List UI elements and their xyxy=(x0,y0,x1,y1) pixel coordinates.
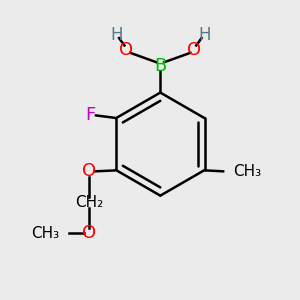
Text: CH₃: CH₃ xyxy=(32,226,60,241)
Text: B: B xyxy=(154,57,167,75)
Text: O: O xyxy=(187,41,201,59)
Text: H: H xyxy=(110,26,122,44)
Text: F: F xyxy=(85,106,96,124)
Text: H: H xyxy=(198,26,211,44)
Text: O: O xyxy=(82,162,96,180)
Text: CH₃: CH₃ xyxy=(233,164,261,179)
Text: O: O xyxy=(82,224,96,242)
Text: O: O xyxy=(119,41,134,59)
Text: CH₂: CH₂ xyxy=(75,195,103,210)
